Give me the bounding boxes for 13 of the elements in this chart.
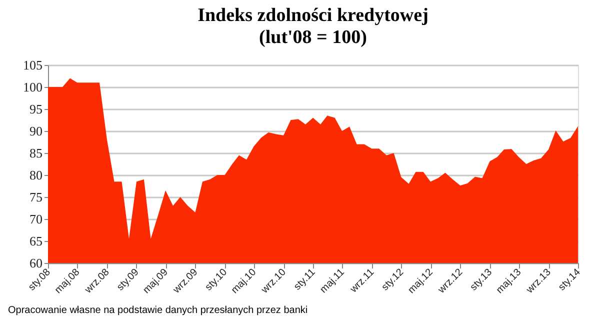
y-tick-label: 70 <box>30 212 42 226</box>
text: Opracowanie własne na podstawie danych przesłanych przez banki <box>8 305 308 316</box>
y-tick-label: 95 <box>30 102 42 116</box>
y-tick-label: 105 <box>23 58 42 72</box>
y-tick-label: 75 <box>30 190 42 204</box>
y-tick-label: 65 <box>30 234 42 248</box>
y-tick-label: 100 <box>23 80 42 94</box>
y-tick-label: 80 <box>30 168 42 182</box>
y-tick-label: 85 <box>30 146 42 160</box>
y-tick-label: 60 <box>30 256 42 270</box>
y-tick-label: 90 <box>30 124 42 138</box>
chart-subtitle: (lut'08 = 100) <box>259 27 367 48</box>
chart-title: Indeks zdolności kredytowej <box>198 5 428 26</box>
